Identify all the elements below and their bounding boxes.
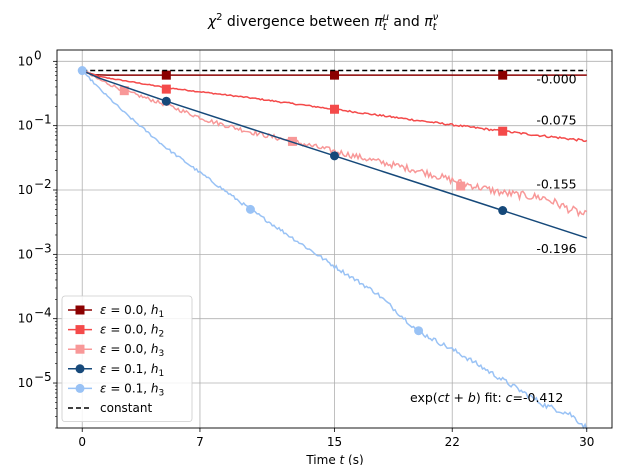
y-tick-label: 10 [18,376,33,390]
legend-label: ε = 0.1, h3 [100,381,164,398]
data-point [161,96,171,106]
legend-marker [75,344,85,354]
slope-annotation: -0.000 [536,72,576,87]
y-tick-exponent: 0 [34,48,42,62]
data-point [119,86,129,96]
series-4 [81,69,588,430]
series-line [81,69,588,430]
data-point [498,206,508,216]
series-group [77,66,588,430]
legend-label: ε = 0.0, h1 [100,303,164,320]
y-tick-label: 10 [18,54,33,68]
chart-title: χ2 divergence between πtμ and πtν [207,12,439,33]
slope-annotation: -0.075 [536,112,576,127]
legend-label: ε = 0.0, h2 [100,323,164,340]
start-point [77,66,87,76]
data-point [245,204,255,214]
data-point [330,104,339,114]
legend-marker [75,364,85,374]
x-tick-label: 7 [196,435,204,449]
legend-marker [75,305,85,315]
data-point [330,151,339,161]
legend-marker [75,325,85,335]
legend-entry: constant [68,401,152,415]
legend-marker [75,383,85,393]
legend-entry: ε = 0.1, h3 [68,381,164,398]
y-tick-exponent: −5 [34,370,52,384]
data-point [287,136,297,146]
data-point [498,126,508,136]
y-tick-label: 10 [18,312,33,326]
legend: ε = 0.0, h1 ε = 0.0, h2 ε = 0.0, h3 ε = 0.1… [61,295,193,422]
x-tick-label: 30 [579,435,594,449]
data-point [498,70,508,80]
series-0 [81,69,587,80]
legend-entry: ε = 0.1, h1 [68,362,164,379]
data-point [161,70,171,80]
data-point [161,84,171,94]
legend-entry: ε = 0.0, h2 [68,323,164,340]
y-tick-exponent: −3 [34,241,52,255]
data-point [414,326,424,336]
x-tick-label: 22 [445,435,460,449]
x-tick-label: 15 [327,435,342,449]
y-tick-exponent: −1 [34,113,52,127]
data-point [456,181,466,191]
y-tick-exponent: −4 [34,306,52,320]
legend-label: ε = 0.1, h1 [100,362,164,379]
legend-label: constant [100,401,152,415]
legend-label: ε = 0.0, h3 [100,342,164,359]
x-tick-label: 0 [78,435,86,449]
x-axis-label: Time t (s) [305,453,363,465]
legend-entry: ε = 0.0, h3 [68,342,164,359]
annotations: -0.000 -0.075 -0.155 -0.196 exp(ct + b) fit:… [410,72,577,405]
slope-annotation: -0.155 [536,177,576,192]
series-1 [81,69,588,143]
fit-note: exp(ct + b) fit: c=-0.412 [410,390,563,405]
y-tick-label: 10 [18,119,33,133]
y-tick-exponent: −2 [34,177,52,191]
legend-entry: ε = 0.0, h1 [68,303,164,320]
data-point [330,70,339,80]
slope-annotation: -0.196 [536,241,576,256]
series-line [81,69,588,239]
legend-box [61,295,193,422]
y-tick-label: 10 [18,183,33,197]
series-3 [81,69,588,239]
y-tick-label: 10 [18,247,33,261]
